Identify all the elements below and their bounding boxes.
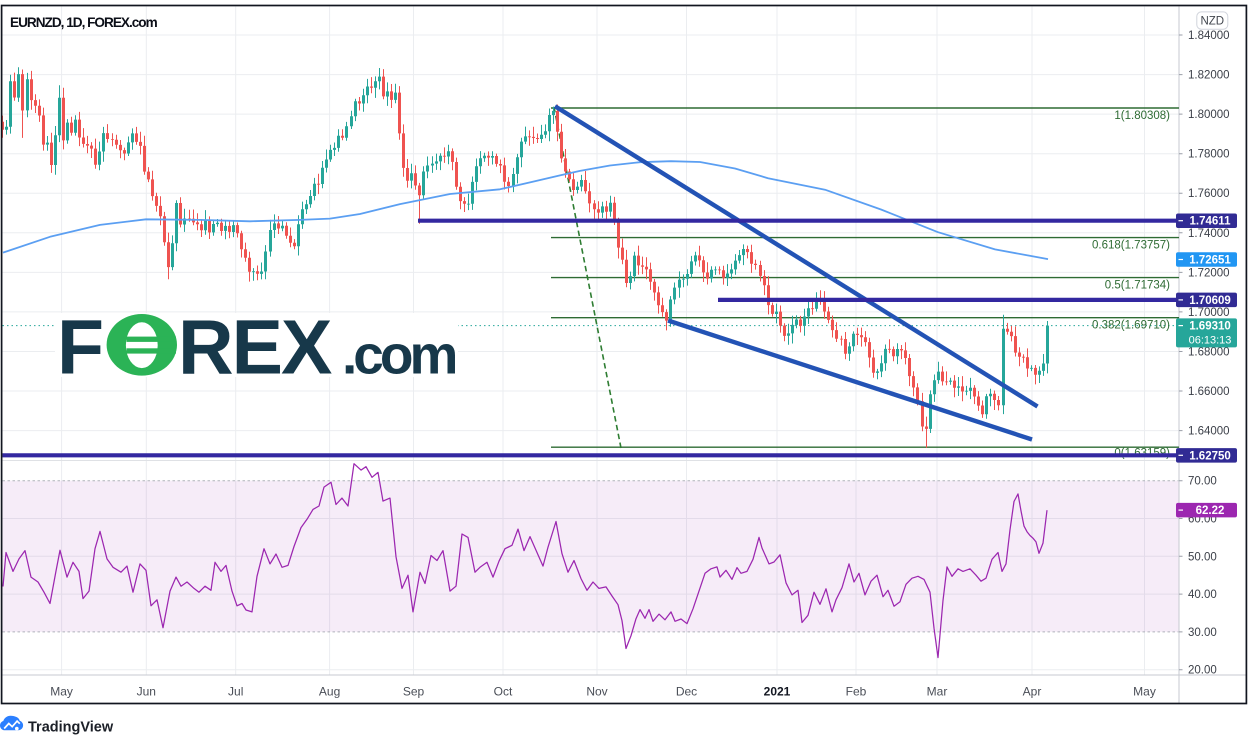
svg-text:1.69310: 1.69310 [1189, 321, 1231, 333]
svg-text:70.00: 70.00 [1188, 476, 1217, 488]
svg-text:1.66000: 1.66000 [1188, 386, 1230, 398]
svg-text:Mar: Mar [927, 685, 948, 699]
svg-text:Apr: Apr [1023, 685, 1042, 699]
svg-text:0.5(1.71734): 0.5(1.71734) [1105, 280, 1170, 292]
svg-text:1.84000: 1.84000 [1188, 30, 1230, 42]
svg-text:NZD: NZD [1200, 16, 1224, 28]
svg-text:.com: .com [342, 324, 455, 386]
svg-text:2021: 2021 [764, 685, 791, 699]
svg-text:0.618(1.73757): 0.618(1.73757) [1092, 240, 1170, 252]
svg-text:Jun: Jun [137, 685, 156, 699]
svg-text:1(1.80308): 1(1.80308) [1114, 110, 1170, 122]
svg-text:40.00: 40.00 [1188, 589, 1217, 601]
svg-text:50.00: 50.00 [1188, 551, 1217, 563]
svg-text:EURNZD, 1D, FOREX.com: EURNZD, 1D, FOREX.com [10, 15, 158, 30]
svg-text:1.68000: 1.68000 [1188, 347, 1230, 359]
svg-text:1.70000: 1.70000 [1188, 307, 1230, 319]
svg-text:F: F [57, 305, 104, 391]
svg-text:REX: REX [178, 305, 332, 391]
svg-text:May: May [50, 685, 73, 699]
svg-text:Jul: Jul [228, 685, 243, 699]
svg-text:62.22: 62.22 [1196, 505, 1225, 517]
svg-text:1.64000: 1.64000 [1188, 426, 1230, 438]
svg-text:Nov: Nov [586, 685, 607, 699]
svg-text:1.78000: 1.78000 [1188, 149, 1230, 161]
svg-text:30.00: 30.00 [1188, 627, 1217, 639]
svg-text:1.72651: 1.72651 [1189, 255, 1231, 267]
svg-text:Sep: Sep [403, 685, 425, 699]
svg-text:Oct: Oct [494, 685, 513, 699]
svg-text:1.76000: 1.76000 [1188, 188, 1230, 200]
svg-text:06:13:13: 06:13:13 [1189, 335, 1232, 347]
svg-text:20.00: 20.00 [1188, 665, 1217, 677]
svg-text:0.382(1.69710): 0.382(1.69710) [1092, 320, 1170, 332]
svg-text:TradingView: TradingView [28, 720, 114, 736]
svg-text:May: May [1133, 685, 1156, 699]
svg-text:1.82000: 1.82000 [1188, 70, 1230, 82]
svg-text:1.70609: 1.70609 [1189, 295, 1231, 307]
svg-text:1.72000: 1.72000 [1188, 267, 1230, 279]
svg-text:Aug: Aug [319, 685, 340, 699]
svg-text:1.62750: 1.62750 [1189, 450, 1231, 462]
svg-text:1.74611: 1.74611 [1190, 216, 1232, 228]
svg-text:1.74000: 1.74000 [1188, 228, 1230, 240]
svg-text:Feb: Feb [846, 685, 867, 699]
svg-text:1.80000: 1.80000 [1188, 109, 1230, 121]
svg-text:Dec: Dec [676, 685, 697, 699]
